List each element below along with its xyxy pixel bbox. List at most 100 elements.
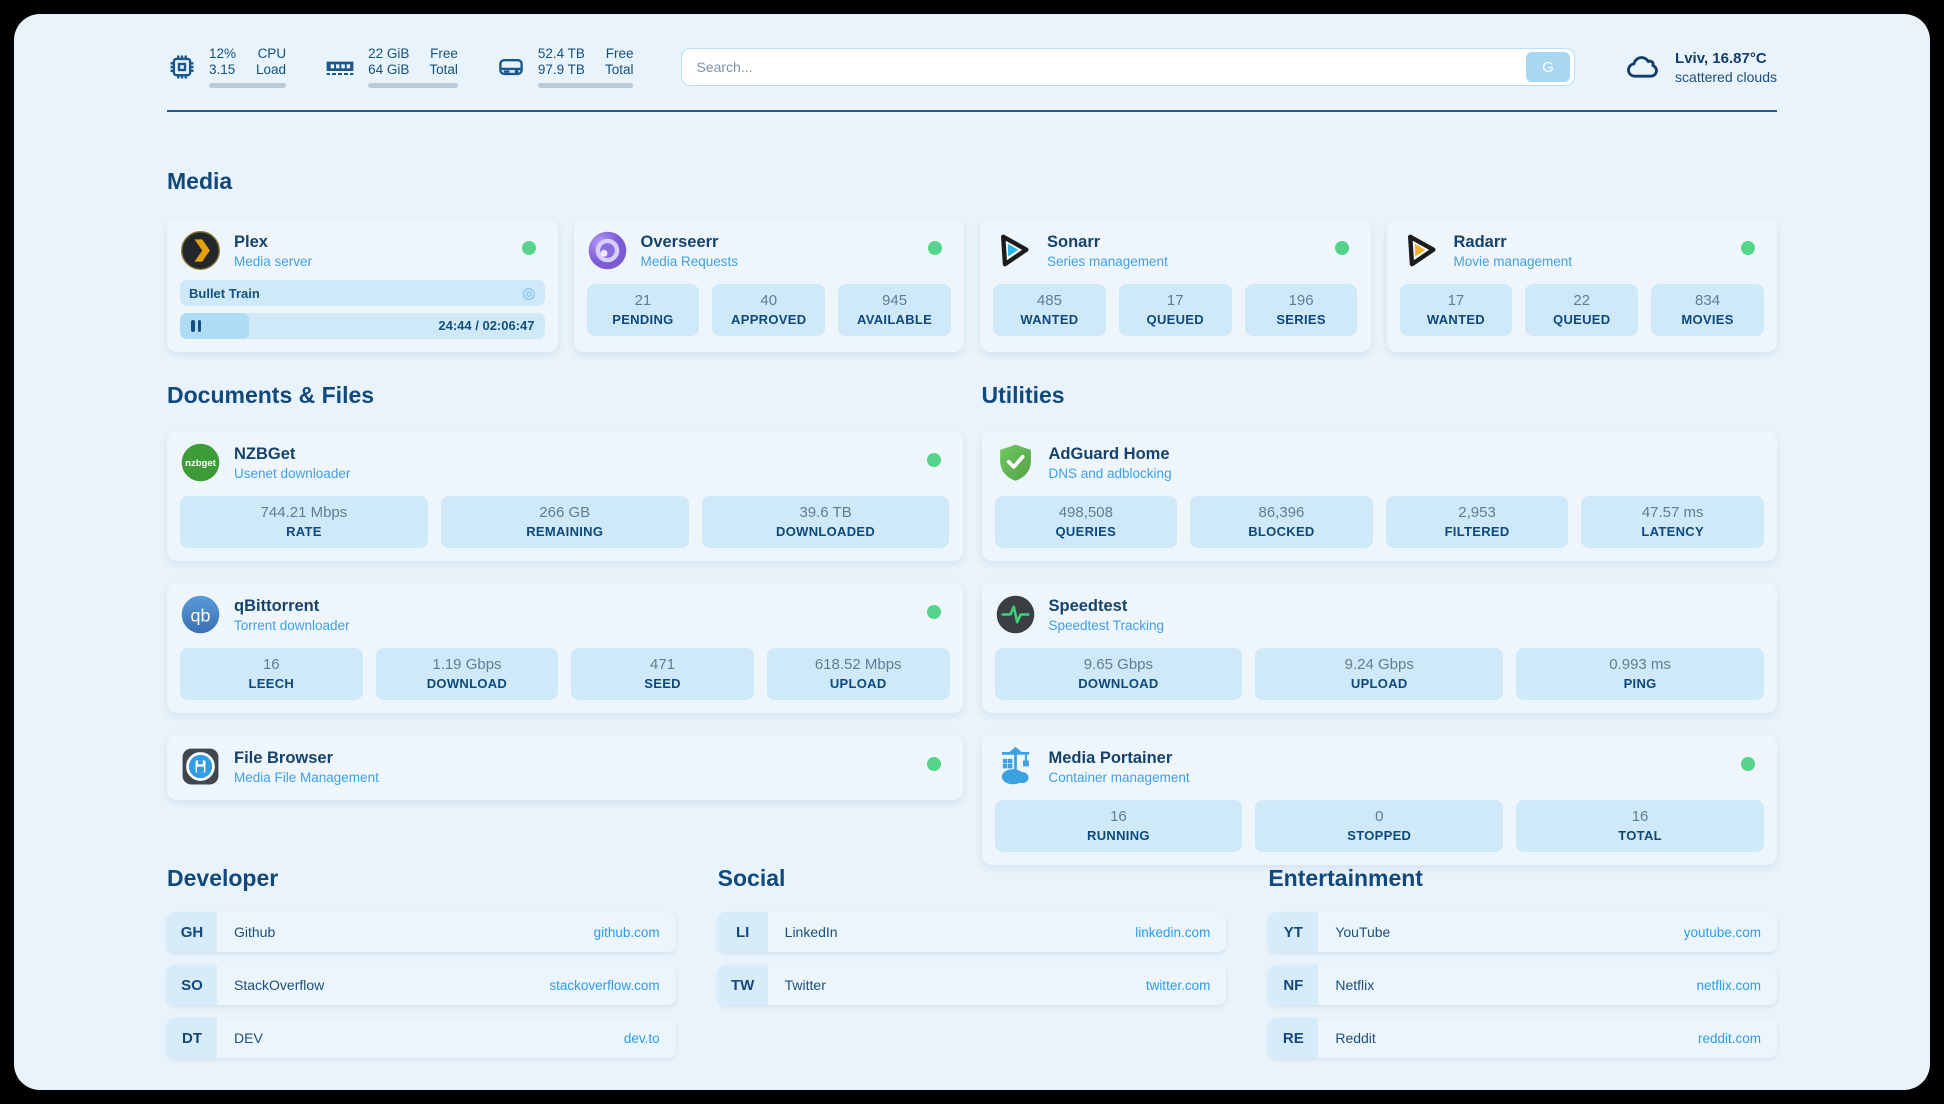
radarr-stat-movies: 834 MOVIES [1651, 284, 1764, 336]
disk-stat: 52.4 TB Free 97.9 TB Total [496, 46, 634, 88]
now-playing-time: 24:44 / 02:06:47 [438, 318, 535, 333]
link-netflix[interactable]: NF Netflix netflix.com [1268, 965, 1777, 1005]
reddit-badge: RE [1268, 1018, 1319, 1058]
weather-location-temp: Lviv, 16.87°C [1675, 49, 1767, 67]
link-stackoverflow[interactable]: SO StackOverflow stackoverflow.com [167, 965, 676, 1005]
service-card-overseerr[interactable]: Overseerr Media Requests 21 PENDING 40 A… [573, 219, 964, 352]
cpu-label-bottom: Load [256, 62, 287, 77]
adguard-title: AdGuard Home [1048, 444, 1170, 463]
linkedin-badge: LI [717, 912, 768, 952]
ram-label-bottom: Total [429, 62, 458, 77]
ram-free-value: 22 GiB [368, 46, 410, 61]
link-twitter[interactable]: TW Twitter twitter.com [717, 965, 1227, 1005]
speedtest-icon [995, 594, 1036, 635]
qbittorrent-title: qBittorrent [234, 596, 320, 615]
adguard-stat-filtered: 2,953 FILTERED [1385, 496, 1569, 548]
netflix-badge: NF [1268, 965, 1319, 1005]
link-reddit[interactable]: RE Reddit reddit.com [1268, 1018, 1777, 1058]
topbar-divider [167, 110, 1777, 112]
disk-icon [496, 52, 526, 82]
radarr-icon [1400, 230, 1441, 271]
portainer-title: Media Portainer [1048, 748, 1173, 767]
cpu-load-value: 3.15 [209, 62, 236, 77]
adguard-icon [995, 442, 1036, 483]
sonarr-status-dot [1334, 241, 1349, 255]
service-card-radarr[interactable]: Radarr Movie management 17 WANTED 22 QUE… [1386, 219, 1777, 352]
link-youtube[interactable]: YT YouTube youtube.com [1268, 912, 1777, 952]
qbittorrent-icon: qb [180, 594, 221, 635]
service-card-qbittorrent[interactable]: qb qBittorrent Torrent downloader 16 LEE… [167, 583, 963, 713]
dev-badge: DT [167, 1018, 217, 1058]
system-stats: 12% CPU 3.15 Load [167, 46, 634, 88]
filebrowser-title: File Browser [234, 748, 334, 767]
nzbget-icon: nzbget [180, 442, 221, 483]
sonarr-title: Sonarr [1047, 232, 1101, 251]
service-card-portainer[interactable]: Media Portainer Container management 16 … [981, 735, 1777, 865]
sonarr-icon [993, 230, 1034, 271]
qbittorrent-stat-upload: 618.52 Mbps UPLOAD [766, 648, 950, 700]
sonarr-stat-wanted: 485 WANTED [993, 284, 1106, 336]
section-title-social: Social [717, 865, 786, 891]
top-bar: 12% CPU 3.15 Load [167, 40, 1777, 94]
filebrowser-status-dot [926, 757, 941, 771]
cpu-icon [167, 52, 197, 82]
sonarr-subtitle: Series management [1047, 253, 1168, 269]
service-card-filebrowser[interactable]: File Browser Media File Management [167, 735, 963, 800]
link-linkedin[interactable]: LI LinkedIn linkedin.com [717, 912, 1227, 952]
section-title-utilities: Utilities [981, 382, 1065, 408]
now-playing-progress: 24:44 / 02:06:47 [180, 313, 545, 339]
qbittorrent-stat-download: 1.19 Gbps DOWNLOAD [375, 648, 559, 700]
overseerr-title: Overseerr [640, 232, 719, 251]
radarr-status-dot [1741, 241, 1755, 255]
link-github[interactable]: GH Github github.com [167, 912, 676, 952]
radarr-stat-queued: 22 QUEUED [1525, 284, 1639, 336]
qbittorrent-stat-seed: 471 SEED [571, 648, 754, 700]
overseerr-stat-available: 945 AVAILABLE [838, 284, 951, 336]
svg-text:qb: qb [191, 605, 211, 625]
youtube-badge: YT [1268, 912, 1319, 952]
ram-progress-bar [368, 83, 458, 88]
speedtest-stat-download: 9.65 Gbps DOWNLOAD [994, 648, 1243, 700]
section-title-entertainment: Entertainment [1268, 865, 1423, 891]
portainer-stat-total: 16 TOTAL [1516, 800, 1764, 852]
weather-widget: Lviv, 16.87°C scattered clouds [1623, 47, 1777, 87]
ram-label-top: Free [430, 46, 458, 61]
now-playing-title: Bullet Train [189, 285, 260, 301]
portainer-icon [995, 746, 1036, 787]
cast-icon[interactable]: ◎ [522, 285, 536, 302]
weather-condition: scattered clouds [1675, 68, 1777, 85]
ram-total-value: 64 GiB [368, 62, 410, 77]
pause-button[interactable] [191, 320, 201, 332]
sonarr-stat-queued: 17 QUEUED [1118, 284, 1232, 336]
plex-subtitle: Media server [234, 253, 313, 269]
qbittorrent-status-dot [926, 605, 941, 619]
nzbget-stat-remaining: 266 GB REMAINING [440, 496, 689, 548]
adguard-subtitle: DNS and adblocking [1048, 465, 1172, 481]
disk-label-top: Free [605, 46, 634, 61]
disk-total-value: 97.9 TB [537, 62, 585, 77]
service-card-nzbget[interactable]: nzbget NZBGet Usenet downloader 744.21 M… [167, 431, 963, 561]
service-card-speedtest[interactable]: Speedtest Speedtest Tracking 9.65 Gbps D… [981, 583, 1777, 713]
google-search-button[interactable]: G [1526, 52, 1571, 82]
service-card-adguard[interactable]: AdGuard Home DNS and adblocking 498,508 … [981, 431, 1777, 561]
portainer-stat-stopped: 0 STOPPED [1255, 800, 1504, 852]
section-title-media: Media [167, 168, 233, 194]
section-title-documents: Documents & Files [167, 382, 375, 408]
speedtest-stat-upload: 9.24 Gbps UPLOAD [1255, 648, 1504, 700]
plex-icon [180, 230, 221, 271]
cpu-percent: 12% [209, 46, 237, 61]
service-card-sonarr[interactable]: Sonarr Series management 485 WANTED 17 Q… [980, 219, 1371, 352]
nzbget-stat-downloaded: 39.6 TB DOWNLOADED [701, 496, 950, 548]
overseerr-stat-pending: 21 PENDING [586, 284, 700, 336]
radarr-title: Radarr [1453, 232, 1507, 251]
speedtest-title: Speedtest [1048, 596, 1128, 615]
ram-stat: 22 GiB Free 64 GiB Total [324, 46, 458, 88]
service-card-plex[interactable]: Plex Media server Bullet Train ◎ 24:44 /… [167, 219, 558, 352]
plex-status-dot [521, 241, 536, 255]
search-input[interactable] [696, 59, 1527, 75]
portainer-subtitle: Container management [1048, 769, 1190, 785]
cpu-label-top: CPU [257, 46, 287, 61]
link-dev[interactable]: DT DEV dev.to [167, 1018, 676, 1058]
adguard-stat-blocked: 86,396 BLOCKED [1190, 496, 1373, 548]
disk-progress-bar [537, 83, 634, 88]
